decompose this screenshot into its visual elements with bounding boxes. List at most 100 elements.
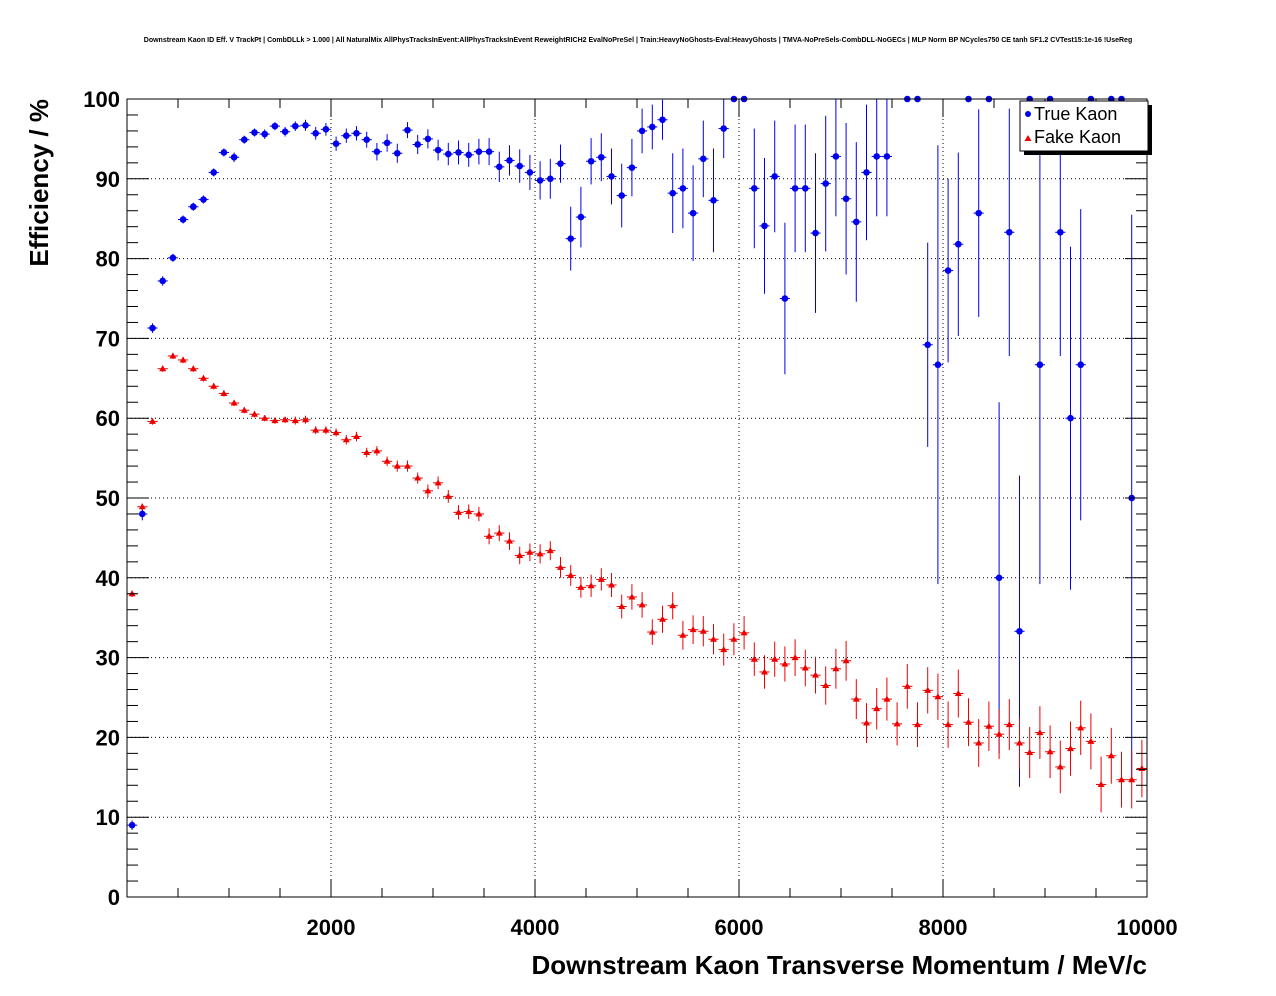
point-marker <box>1016 627 1023 635</box>
data-point <box>1065 246 1076 590</box>
data-point <box>657 99 668 140</box>
point-marker <box>312 130 320 137</box>
data-point <box>677 620 688 650</box>
point-marker <box>230 153 238 161</box>
point-marker <box>353 433 360 440</box>
point-marker <box>954 690 962 697</box>
series-fake-kaon <box>127 352 1147 813</box>
point-marker <box>159 277 166 285</box>
data-point <box>1034 145 1045 585</box>
data-point <box>218 389 229 397</box>
point-marker <box>261 414 269 421</box>
x-axis-title: Downstream Kaon Transverse Momentum / Me… <box>531 950 1147 980</box>
point-marker <box>261 130 269 138</box>
data-point <box>249 128 260 137</box>
data-point <box>810 656 821 694</box>
data-point <box>1004 108 1015 356</box>
point-marker <box>475 510 483 517</box>
data-point <box>269 417 280 424</box>
point-marker <box>1036 361 1044 369</box>
point-marker <box>924 341 931 349</box>
data-point <box>208 168 219 177</box>
point-marker <box>506 537 513 544</box>
point-marker <box>924 686 932 693</box>
point-marker <box>567 235 574 242</box>
data-point <box>943 178 954 363</box>
data-point <box>861 104 872 241</box>
data-point <box>779 222 790 375</box>
data-point <box>402 460 413 472</box>
data-point <box>494 151 505 182</box>
data-point <box>218 148 229 157</box>
data-point <box>983 701 994 751</box>
data-point <box>433 139 444 161</box>
data-point <box>1034 706 1045 759</box>
point-marker <box>955 240 962 248</box>
point-marker <box>383 139 391 147</box>
data-point <box>749 642 760 676</box>
point-marker <box>230 399 238 406</box>
point-marker <box>1057 228 1064 236</box>
data-point <box>1075 700 1086 755</box>
point-marker <box>159 365 167 372</box>
y-tick-label: 20 <box>96 725 120 750</box>
data-point <box>565 206 576 271</box>
data-point <box>137 503 148 510</box>
point-marker <box>373 148 381 155</box>
y-tick-label: 40 <box>96 566 120 591</box>
point-marker <box>465 508 473 515</box>
data-point <box>647 619 658 645</box>
data-point <box>932 145 943 585</box>
point-marker <box>1077 724 1085 731</box>
point-marker <box>526 548 534 555</box>
point-marker <box>975 739 983 746</box>
point-marker <box>128 821 136 829</box>
point-marker <box>200 196 207 203</box>
data-point <box>1014 717 1025 769</box>
point-marker <box>210 169 217 176</box>
data-point <box>351 126 362 141</box>
point-marker <box>1107 752 1115 759</box>
data-point <box>494 525 505 542</box>
data-point <box>443 490 454 503</box>
data-point <box>524 154 535 190</box>
y-tick-label: 80 <box>96 247 120 272</box>
point-marker <box>455 508 462 515</box>
data-point <box>759 655 770 689</box>
point-marker <box>852 695 860 702</box>
point-marker <box>251 129 258 136</box>
point-marker <box>322 126 330 133</box>
point-marker <box>404 462 411 469</box>
point-marker <box>944 267 952 274</box>
point-marker <box>628 164 636 171</box>
point-marker <box>485 532 493 539</box>
point-marker <box>342 436 350 443</box>
data-point <box>1116 751 1127 808</box>
point-marker <box>179 356 187 363</box>
point-marker <box>414 474 422 481</box>
point-marker <box>557 160 564 167</box>
point-marker <box>1005 721 1013 728</box>
point-marker <box>842 195 850 203</box>
point-marker <box>873 153 880 160</box>
point-marker <box>138 503 146 510</box>
point-marker <box>659 116 666 124</box>
point-marker <box>699 627 707 634</box>
point-marker <box>577 213 585 221</box>
data-point <box>1024 727 1035 779</box>
data-point <box>524 543 535 562</box>
point-marker <box>251 410 258 417</box>
point-marker <box>485 148 493 155</box>
data-point <box>280 126 291 137</box>
data-point <box>167 253 178 262</box>
data-point <box>208 382 219 390</box>
point-marker <box>618 603 626 610</box>
data-point <box>341 434 352 445</box>
point-marker <box>802 185 809 192</box>
point-marker <box>679 631 687 638</box>
x-tick-label: 4000 <box>511 915 560 940</box>
data-point <box>708 624 719 655</box>
data-point <box>320 122 331 136</box>
point-marker <box>812 671 819 678</box>
y-tick-label: 90 <box>96 167 120 192</box>
